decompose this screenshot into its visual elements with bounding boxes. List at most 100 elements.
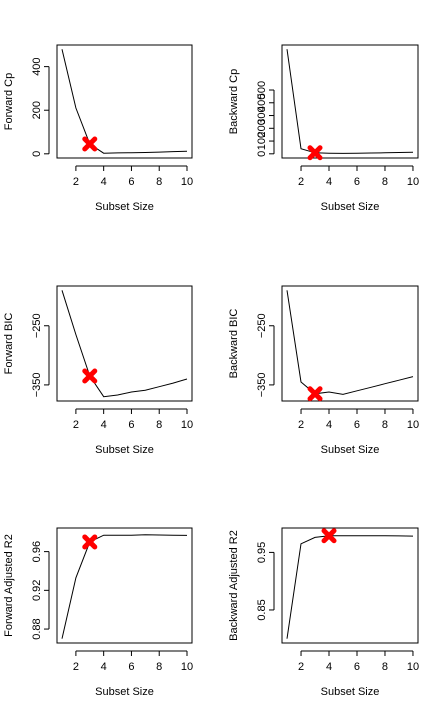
y-tick-label: −350 [31, 373, 43, 398]
x-tick-label: 2 [73, 176, 79, 188]
y-tick-label: −350 [256, 373, 268, 398]
y-tick-label: 300 [256, 106, 268, 124]
x-axis-title: Subset Size [321, 444, 380, 456]
y-axis: 0.85 0.95 [256, 542, 275, 621]
y-axis-title: Backward Cp [228, 69, 240, 134]
y-axis-title: Forward BIC [3, 313, 15, 375]
x-tick-label: 2 [298, 176, 304, 188]
y-tick-label: 0.95 [256, 542, 268, 563]
series-line [61, 49, 188, 154]
y-tick-label: 100 [256, 132, 268, 150]
y-tick-label: −250 [31, 313, 43, 338]
x-tick-label: 2 [298, 419, 304, 431]
x-tick-label: 2 [73, 419, 79, 431]
optimum-marker [321, 528, 337, 544]
y-tick-label: 400 [31, 57, 43, 75]
plot-frame [281, 44, 419, 159]
x-tick-label: 10 [407, 661, 419, 673]
x-tick-label: 4 [326, 419, 332, 431]
optimum-marker [307, 145, 323, 161]
x-tick-label: 6 [128, 661, 134, 673]
y-axis-title: Backward BIC [228, 309, 240, 379]
x-tick-label: 6 [354, 176, 360, 188]
x-tick-label: 10 [181, 419, 193, 431]
plot-frame [56, 44, 193, 159]
y-tick-label: 400 [256, 94, 268, 112]
chart-panel-3: 2 4 6 8 10 Subset Size −350 −250 Forward BIC [3, 285, 193, 456]
x-tick-label: 6 [128, 176, 134, 188]
optimum-marker [82, 368, 98, 384]
x-tick-label: 8 [382, 419, 388, 431]
y-axis: −350 −250 [31, 313, 50, 398]
y-tick-label: 0 [31, 151, 43, 157]
optimum-marker [307, 386, 323, 402]
x-tick-label: 2 [298, 661, 304, 673]
y-tick-label: 0.88 [31, 618, 43, 639]
y-tick-label: 500 [256, 81, 268, 99]
x-axis: 2 4 6 8 10 [73, 408, 193, 431]
optimum-marker-stroke [307, 386, 323, 402]
plot-frame [56, 285, 193, 402]
x-tick-label: 10 [181, 661, 193, 673]
chart-panel-6: 2 4 6 8 10 Subset Size 0.85 0.95 Backward Adjust… [228, 527, 419, 698]
x-axis: 2 4 6 8 10 [298, 408, 419, 431]
x-tick-label: 6 [128, 419, 134, 431]
x-axis-title: Subset Size [321, 686, 380, 698]
x-tick-label: 8 [382, 661, 388, 673]
optimum-marker-stroke [321, 528, 337, 544]
x-tick-label: 4 [101, 419, 107, 431]
chart-panel-5: 2 4 6 8 10 Subset Size 0.88 0.92 0.96 Forward Adj… [3, 527, 193, 698]
y-axis: 0.88 0.92 0.96 [31, 541, 50, 640]
x-axis-title: Subset Size [95, 201, 154, 213]
series-line [286, 290, 414, 395]
x-tick-label: 8 [156, 176, 162, 188]
optimum-marker-stroke [82, 368, 98, 384]
x-tick-label: 6 [354, 661, 360, 673]
x-tick-label: 8 [382, 176, 388, 188]
y-tick-label: 200 [256, 119, 268, 137]
series-line [61, 534, 188, 639]
optimum-marker-stroke [307, 145, 323, 161]
plot-frame [56, 527, 193, 644]
x-tick-label: 2 [73, 661, 79, 673]
optimum-marker [82, 534, 98, 550]
y-tick-label: 0.85 [256, 599, 268, 620]
x-tick-label: 4 [101, 176, 107, 188]
x-tick-label: 8 [156, 419, 162, 431]
x-tick-label: 4 [326, 661, 332, 673]
x-axis: 2 4 6 8 10 [73, 650, 193, 673]
chart-panel-4: 2 4 6 8 10 Subset Size −350 −250 Backward BIC [228, 285, 419, 456]
x-tick-label: 8 [156, 661, 162, 673]
x-tick-label: 4 [326, 176, 332, 188]
optimum-marker [82, 136, 98, 152]
y-tick-label: 0.92 [31, 580, 43, 601]
y-tick-label: 0.96 [31, 541, 43, 562]
y-tick-label: 0 [256, 151, 268, 157]
y-axis: −350 −250 [256, 313, 275, 398]
x-tick-label: 10 [407, 419, 419, 431]
x-tick-label: 10 [407, 176, 419, 188]
x-axis: 2 4 6 8 10 [298, 650, 419, 673]
y-axis: 0 200 400 [31, 57, 50, 157]
y-tick-label: 200 [31, 101, 43, 119]
y-axis-title: Forward Cp [3, 73, 15, 130]
x-axis-title: Subset Size [95, 686, 154, 698]
optimum-marker-stroke [82, 534, 98, 550]
x-axis-title: Subset Size [321, 201, 380, 213]
x-axis-title: Subset Size [95, 444, 154, 456]
series-line [286, 535, 414, 639]
plot-frame [281, 527, 419, 644]
y-axis-title: Backward Adjusted R2 [228, 530, 240, 641]
y-axis-title: Forward Adjusted R2 [3, 534, 15, 637]
plot-frame [281, 285, 419, 402]
chart-panel-1: 2 4 6 8 10 Subset Size 0 200 400 Forward Cp [3, 44, 193, 213]
x-tick-label: 4 [101, 661, 107, 673]
y-tick-label: −250 [256, 313, 268, 338]
series-line [61, 290, 188, 398]
x-tick-label: 10 [181, 176, 193, 188]
optimum-marker-stroke [82, 136, 98, 152]
x-tick-label: 6 [354, 419, 360, 431]
